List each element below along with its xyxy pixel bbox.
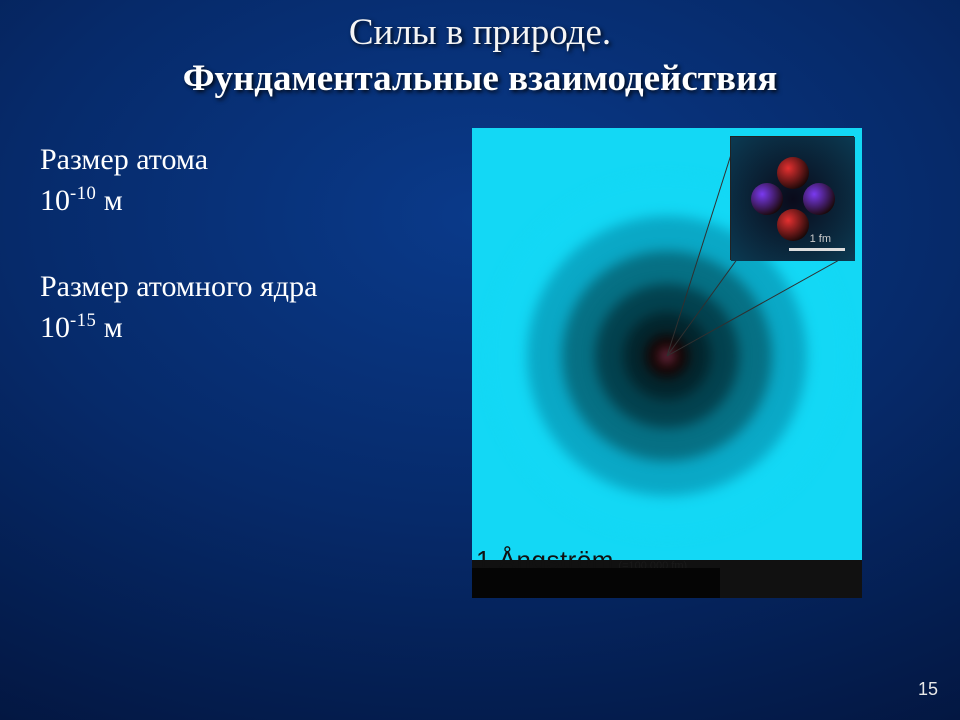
nucleus-size-unit: м <box>96 311 122 344</box>
nucleus-size-exponent: -15 <box>70 310 96 331</box>
title-line-1: Силы в природе. <box>0 10 960 56</box>
atom-size-unit: м <box>96 184 122 217</box>
atom-size-label: Размер атома <box>40 140 317 181</box>
atom-figure: 1 fm 1 Ångström (=100,000 fm) <box>472 128 862 598</box>
slide-title: Силы в природе. Фундаментальные взаимоде… <box>0 0 960 103</box>
atom-size-base: 10 <box>40 184 70 217</box>
inset-scale-label: 1 fm <box>810 233 831 245</box>
atom-size-exponent: -10 <box>70 183 96 204</box>
nucleus-size-value: 10-15 м <box>40 308 317 349</box>
body-text: Размер атома 10-10 м Размер атомного ядр… <box>40 140 317 348</box>
nucleus-size-base: 10 <box>40 311 70 344</box>
inset-scale-bar <box>789 248 845 251</box>
spacer <box>40 221 317 267</box>
title-line-2: Фундаментальные взаимодействия <box>0 56 960 102</box>
nucleus-inset: 1 fm <box>730 136 854 260</box>
slide-number: 15 <box>918 679 938 700</box>
atom-size-value: 10-10 м <box>40 181 317 222</box>
nucleus-size-label: Размер атомного ядра <box>40 267 317 308</box>
nucleus-inset-svg <box>731 137 855 261</box>
bottom-black-bar <box>472 568 720 598</box>
